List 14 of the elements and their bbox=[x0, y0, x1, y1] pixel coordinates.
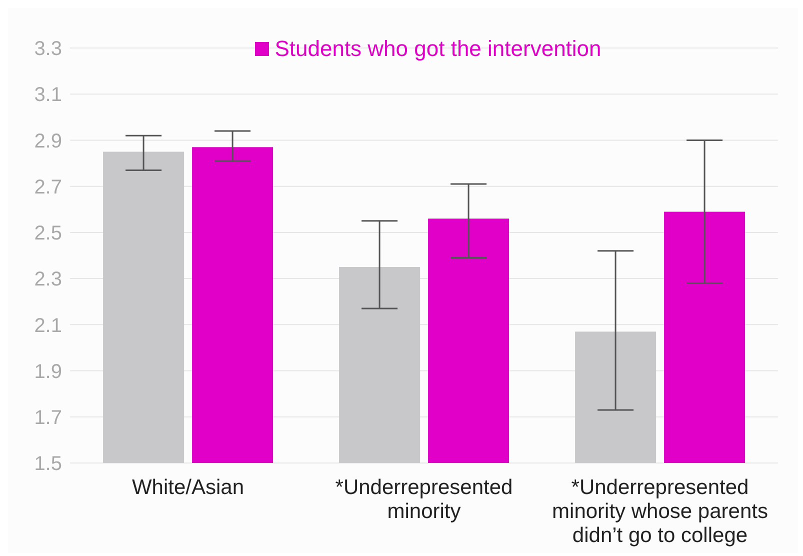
x-tick-label: *Underrepresented minority whose parents didn’t go to college bbox=[552, 476, 768, 548]
y-tick-label: 2.3 bbox=[34, 268, 62, 291]
y-tick-label: 3.3 bbox=[34, 38, 62, 60]
y-tick-label: 2.5 bbox=[34, 222, 62, 245]
y-tick-label: 2.7 bbox=[34, 176, 62, 198]
y-tick-label: 2.1 bbox=[34, 314, 62, 337]
x-tick-label: *Underrepresented minority bbox=[335, 476, 513, 524]
x-tick-label: White/Asian bbox=[132, 476, 244, 499]
y-tick-label: 1.7 bbox=[34, 406, 62, 429]
y-tick-label: 1.9 bbox=[34, 360, 62, 383]
y-tick-label: 1.5 bbox=[34, 453, 62, 476]
y-tick-label: 2.9 bbox=[34, 130, 62, 152]
y-tick-label: 3.1 bbox=[34, 84, 62, 106]
legend-label: Students who got the intervention bbox=[274, 36, 602, 62]
